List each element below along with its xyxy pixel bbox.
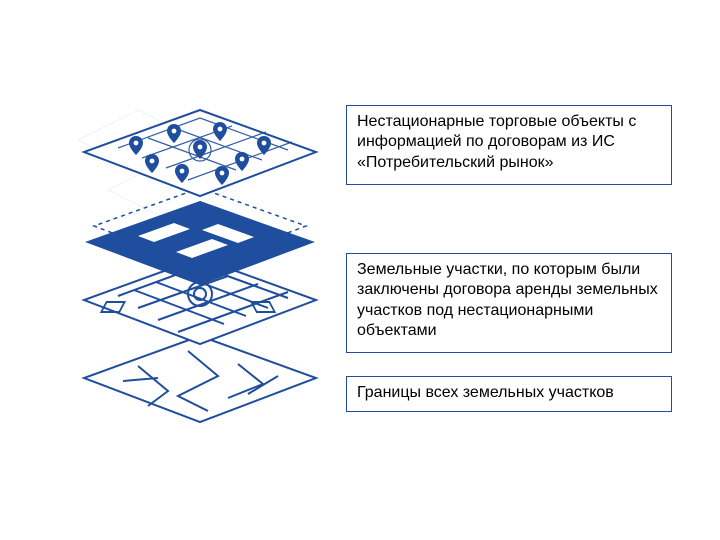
layer-boundaries (84, 336, 316, 422)
layers-svg (78, 100, 322, 434)
layer-solid (88, 188, 312, 284)
callout-text: Земельные участки, по которым были заклю… (357, 260, 661, 342)
callout-land-lease: Земельные участки, по которым были заклю… (346, 253, 672, 353)
callout-text: Нестационарные торговые объекты с информ… (357, 112, 661, 173)
callout-nto: Нестационарные торговые объекты с информ… (346, 105, 672, 185)
callout-text: Границы всех земельных участков (357, 383, 661, 403)
layers-illustration (78, 100, 322, 434)
callout-boundaries: Границы всех земельных участков (346, 376, 672, 412)
diagram-canvas: Нестационарные торговые объекты с информ… (0, 0, 720, 540)
layer-pins (84, 110, 316, 196)
